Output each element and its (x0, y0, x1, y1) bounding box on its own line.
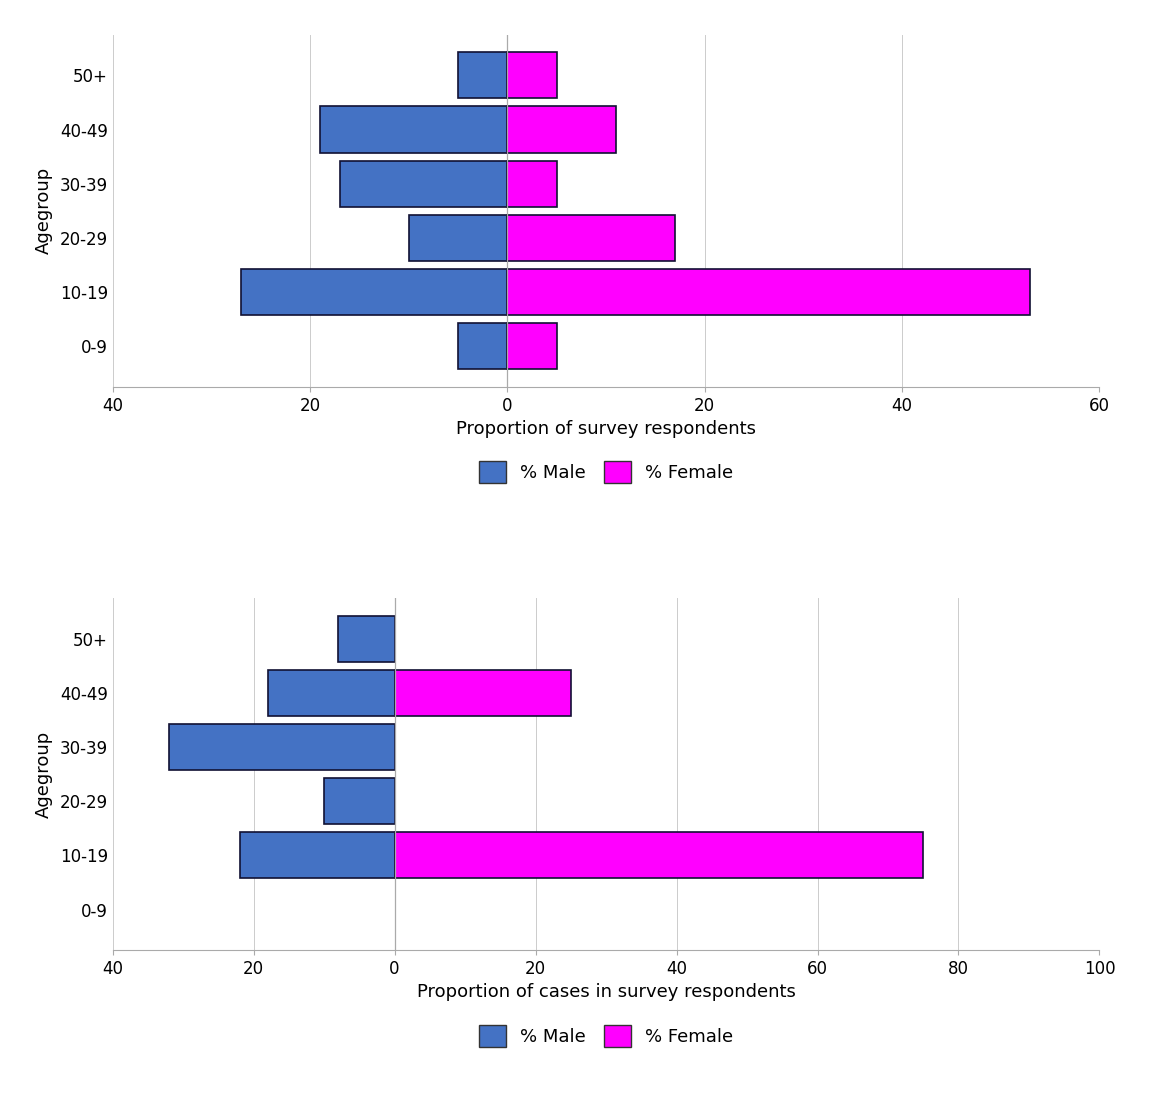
Bar (458, 323, 507, 369)
Bar (408, 214, 507, 260)
Y-axis label: Agegroup: Agegroup (34, 731, 53, 818)
X-axis label: Proportion of survey respondents: Proportion of survey respondents (457, 420, 756, 439)
Bar (239, 832, 394, 878)
Bar (339, 160, 507, 207)
Legend: % Male, % Female: % Male, % Female (472, 1018, 741, 1054)
Bar (169, 724, 394, 770)
Bar (394, 832, 923, 878)
Bar (507, 160, 557, 207)
X-axis label: Proportion of cases in survey respondents: Proportion of cases in survey respondent… (416, 984, 796, 1001)
Bar (324, 778, 394, 824)
Bar (507, 107, 616, 153)
Y-axis label: Agegroup: Agegroup (34, 167, 53, 254)
Bar (507, 214, 675, 260)
Bar (458, 53, 507, 99)
Bar (394, 670, 570, 715)
Bar (242, 269, 507, 315)
Bar (320, 107, 507, 153)
Bar (338, 615, 394, 662)
Bar (507, 53, 557, 99)
Bar (507, 323, 557, 369)
Legend: % Male, % Female: % Male, % Female (472, 454, 741, 490)
Bar (507, 269, 1030, 315)
Bar (268, 670, 394, 715)
